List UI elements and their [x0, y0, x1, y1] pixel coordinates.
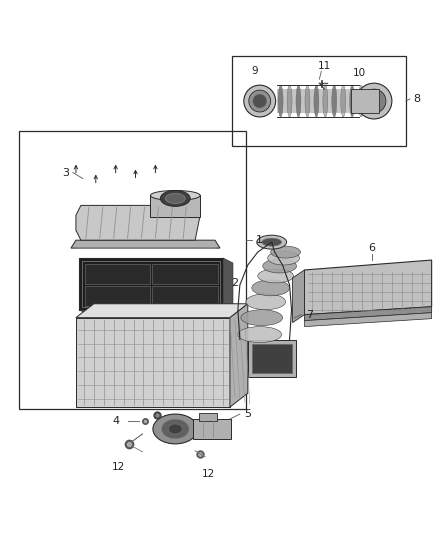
Bar — [351, 89, 379, 113]
Polygon shape — [76, 304, 248, 318]
Ellipse shape — [258, 269, 293, 283]
Ellipse shape — [271, 246, 300, 258]
Ellipse shape — [244, 85, 276, 117]
Polygon shape — [71, 240, 220, 248]
Ellipse shape — [263, 259, 297, 273]
Ellipse shape — [341, 85, 346, 117]
Ellipse shape — [160, 190, 190, 206]
Bar — [82, 261, 220, 307]
Ellipse shape — [305, 85, 310, 117]
Bar — [79, 258, 223, 310]
Ellipse shape — [252, 280, 290, 296]
Text: 8: 8 — [413, 94, 420, 104]
Ellipse shape — [356, 83, 392, 119]
Text: 12: 12 — [201, 469, 215, 479]
Polygon shape — [230, 304, 248, 407]
Bar — [76, 318, 230, 407]
Text: 5: 5 — [244, 409, 251, 419]
Polygon shape — [304, 307, 431, 321]
Polygon shape — [304, 313, 431, 327]
Ellipse shape — [165, 193, 185, 204]
Ellipse shape — [262, 238, 282, 246]
Bar — [199, 413, 217, 421]
Ellipse shape — [150, 190, 200, 200]
Ellipse shape — [332, 85, 337, 117]
Bar — [252, 343, 292, 373]
Ellipse shape — [350, 85, 355, 117]
Ellipse shape — [168, 424, 182, 434]
Text: 4: 4 — [112, 416, 119, 426]
Bar — [85, 264, 150, 284]
Ellipse shape — [246, 294, 286, 310]
Ellipse shape — [241, 310, 283, 326]
Ellipse shape — [161, 419, 189, 439]
Bar — [19, 131, 246, 409]
Ellipse shape — [314, 85, 319, 117]
Ellipse shape — [287, 85, 292, 117]
Ellipse shape — [296, 85, 301, 117]
Text: 3: 3 — [63, 167, 70, 177]
Bar — [277, 89, 359, 113]
Text: 11: 11 — [318, 61, 331, 71]
Bar — [248, 340, 296, 377]
Ellipse shape — [257, 235, 286, 249]
Bar — [85, 286, 150, 306]
Text: 1: 1 — [256, 235, 263, 245]
Polygon shape — [293, 270, 304, 322]
Text: 10: 10 — [353, 68, 366, 78]
Ellipse shape — [359, 85, 364, 117]
Ellipse shape — [153, 414, 198, 444]
Polygon shape — [304, 260, 431, 314]
Ellipse shape — [249, 90, 271, 112]
Ellipse shape — [238, 327, 282, 343]
Bar — [193, 419, 231, 439]
Bar — [152, 286, 218, 306]
Bar — [232, 56, 406, 146]
Ellipse shape — [278, 85, 283, 117]
Polygon shape — [79, 310, 233, 314]
Ellipse shape — [362, 89, 386, 113]
Polygon shape — [76, 205, 200, 240]
Ellipse shape — [253, 94, 267, 108]
Text: 6: 6 — [368, 243, 375, 253]
Text: 7: 7 — [306, 310, 313, 320]
Text: 12: 12 — [112, 462, 125, 472]
Polygon shape — [223, 258, 233, 314]
Ellipse shape — [268, 251, 300, 265]
Ellipse shape — [323, 85, 328, 117]
Text: 2: 2 — [231, 278, 238, 288]
Text: 9: 9 — [251, 66, 258, 76]
Bar — [150, 196, 200, 217]
Bar — [152, 264, 218, 284]
